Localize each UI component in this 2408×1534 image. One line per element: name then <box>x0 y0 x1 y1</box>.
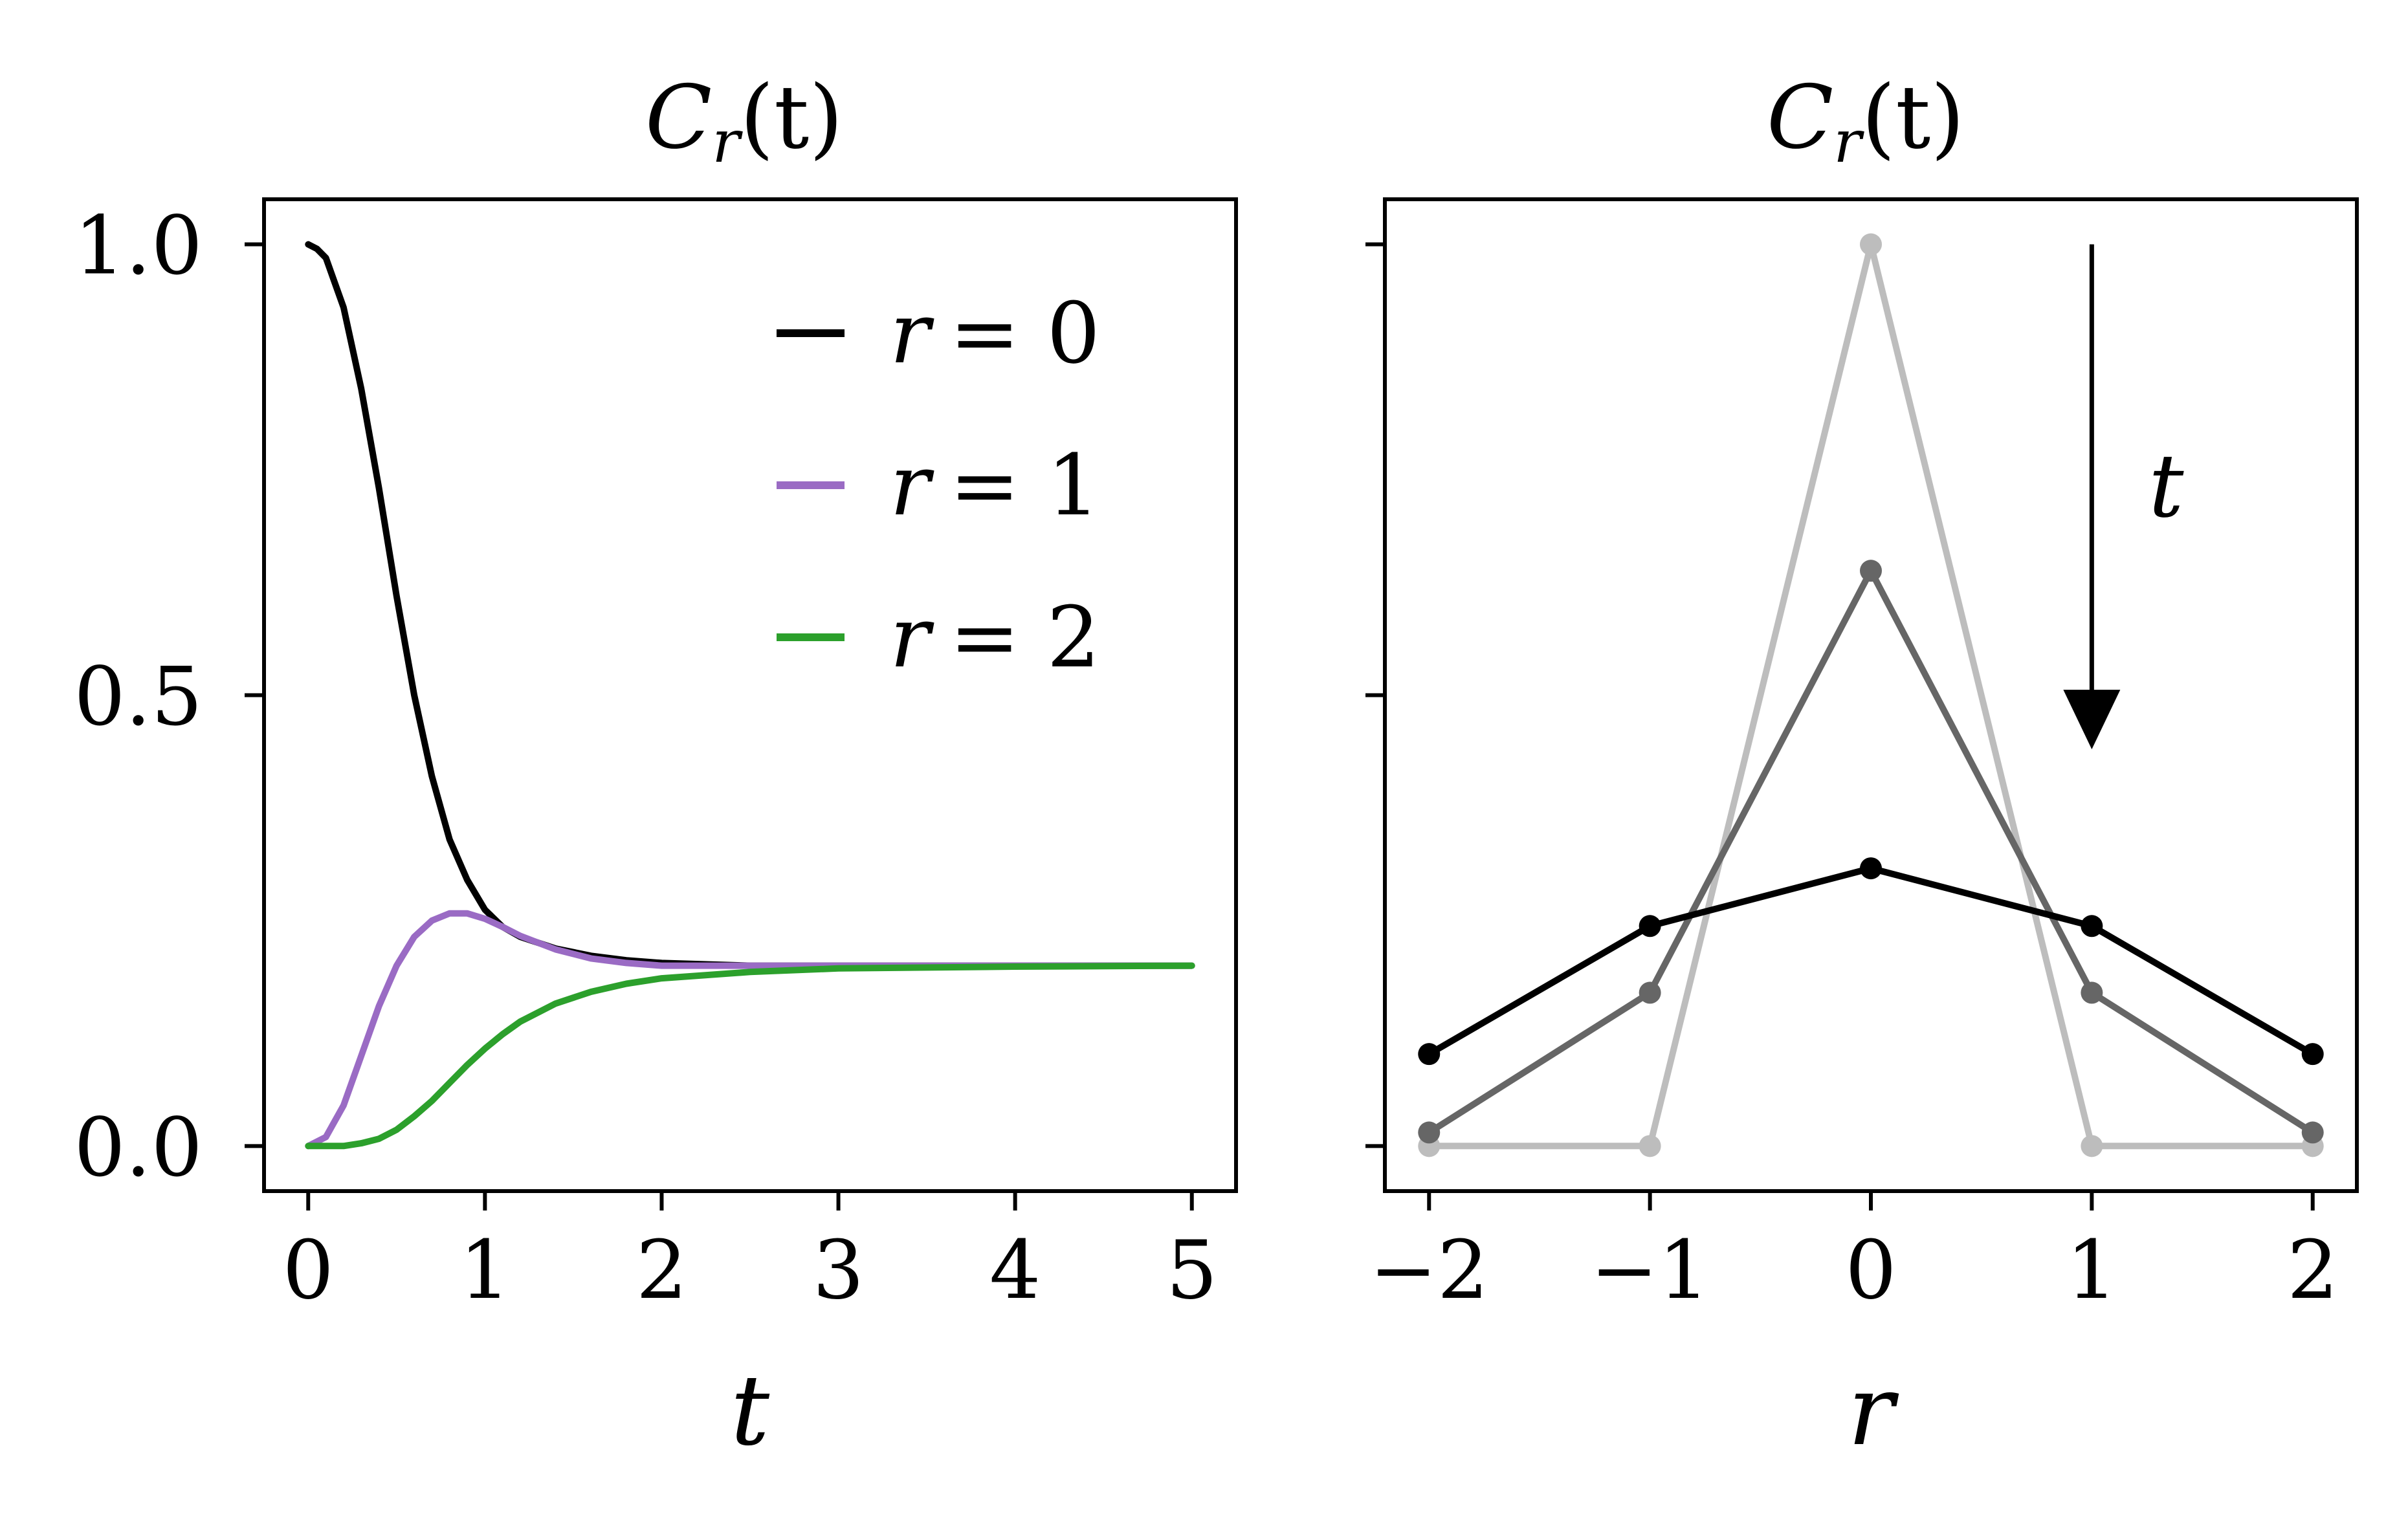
profile-marker-2 <box>2081 915 2103 937</box>
profile-marker-2 <box>1418 1043 1441 1066</box>
profile-marker-1 <box>1860 560 1882 582</box>
left-panel-title: Cr(t) <box>645 67 843 176</box>
profile-marker-0 <box>2081 1135 2103 1157</box>
profile-marker-1 <box>1418 1121 1441 1144</box>
profile-marker-1 <box>2081 981 2103 1004</box>
left-y-tick-label: 0.0 <box>74 1101 203 1194</box>
time-arrow-annotation: t <box>2063 244 2184 750</box>
profile-marker-0 <box>1639 1135 1661 1157</box>
left-x-tick-label: 0 <box>283 1223 335 1317</box>
left-legend: r = 0r = 1r = 2 <box>777 284 1100 686</box>
right-panel: Cr(t) t −2 −1 0 1 2 r <box>1365 67 2359 1467</box>
right-x-tick-label: −1 <box>1591 1223 1710 1317</box>
profile-marker-2 <box>1639 915 1661 937</box>
right-x-axis-label: r <box>1848 1355 1899 1467</box>
left-y-tick-label: 1.0 <box>74 199 203 293</box>
left-x-tick-label: 2 <box>636 1223 688 1317</box>
profile-marker-0 <box>1860 233 1882 256</box>
legend-label-r2: r = 2 <box>890 588 1100 686</box>
legend-label-var: r <box>890 436 934 534</box>
left-title-main: C <box>645 67 712 168</box>
left-x-tick-label: 3 <box>813 1223 865 1317</box>
legend-label-var: r <box>890 588 934 686</box>
left-x-tick-label: 1 <box>459 1223 511 1317</box>
right-x-tick-label: 2 <box>2287 1223 2339 1317</box>
right-x-tick-label: 0 <box>1845 1223 1897 1317</box>
legend-label-value: = 1 <box>949 436 1100 534</box>
left-x-axis-label: t <box>731 1355 770 1467</box>
legend-label-r1: r = 1 <box>890 436 1100 534</box>
left-panel: Cr(t) 0 1 2 3 4 50.00.51.0 t r = 0r = 1r = 2 <box>74 67 1238 1467</box>
right-panel-title: Cr(t) <box>1767 67 1965 176</box>
right-title-subscript: r <box>1833 108 1864 176</box>
right-title-tail: (t) <box>1861 67 1965 168</box>
arrow-down-icon <box>2063 690 2121 750</box>
time-arrow-label: t <box>2148 435 2184 537</box>
right-title-main: C <box>1767 67 1833 168</box>
left-y-tick-label: 0.5 <box>74 650 203 744</box>
series-line-r2 <box>305 962 1195 1150</box>
left-title-tail: (t) <box>740 67 843 168</box>
right-plot-area <box>1418 233 2324 1157</box>
left-x-tick-label: 4 <box>989 1223 1041 1317</box>
right-ticks: −2 −1 0 1 2 <box>1365 242 2339 1317</box>
left-plot-area <box>305 241 1195 1150</box>
profile-marker-1 <box>2301 1121 2324 1144</box>
legend-label-value: = 0 <box>949 284 1100 382</box>
profile-marker-1 <box>1639 981 1661 1004</box>
series-line-r1 <box>305 910 1195 1150</box>
right-x-tick-label: 1 <box>2066 1223 2118 1317</box>
left-x-tick-label: 5 <box>1166 1223 1218 1317</box>
left-ticks: 0 1 2 3 4 5 0.0 0.5 1.0 <box>74 199 1217 1317</box>
legend-label-var: r <box>890 284 934 382</box>
right-x-tick-label: −2 <box>1369 1223 1488 1317</box>
profile-marker-2 <box>2301 1043 2324 1066</box>
legend-label-r0: r = 0 <box>890 284 1100 382</box>
profile-marker-2 <box>1860 857 1882 880</box>
legend-label-value: = 2 <box>949 588 1100 686</box>
left-title-subscript: r <box>712 108 743 176</box>
